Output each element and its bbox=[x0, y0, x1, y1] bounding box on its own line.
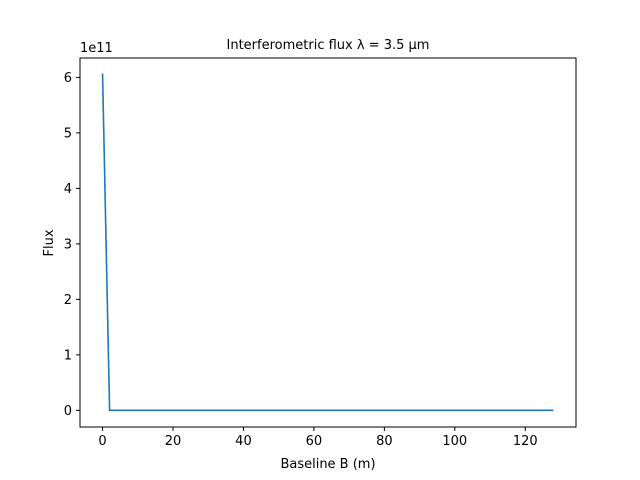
x-tick-label: 100 bbox=[442, 434, 467, 449]
y-axis-offset-label: 1e11 bbox=[80, 41, 113, 56]
x-tick-label: 80 bbox=[376, 434, 393, 449]
series-layer bbox=[101, 73, 554, 412]
y-tick-label: 4 bbox=[64, 182, 72, 197]
y-tick-label: 0 bbox=[64, 404, 72, 419]
y-tick-label: 5 bbox=[64, 126, 72, 141]
x-axis-label: Baseline B (m) bbox=[280, 457, 375, 472]
y-tick-label: 6 bbox=[64, 71, 72, 86]
series-line bbox=[101, 73, 554, 412]
x-tick-label: 0 bbox=[98, 434, 106, 449]
y-tick-label: 3 bbox=[64, 237, 72, 252]
y-axis-label: Flux bbox=[42, 229, 57, 256]
chart-title: Interferometric flux λ = 3.5 μm bbox=[227, 38, 430, 53]
y-tick-label: 2 bbox=[64, 293, 72, 308]
x-tick-label: 20 bbox=[165, 434, 182, 449]
x-tick-label: 60 bbox=[306, 434, 323, 449]
x-axis: 0 20 40 60 80 100 120 bbox=[98, 427, 538, 449]
x-tick-label: 120 bbox=[513, 434, 538, 449]
y-axis: 0 1 2 3 4 5 6 bbox=[64, 71, 80, 419]
plot-frame bbox=[79, 57, 577, 428]
x-tick-label: 40 bbox=[235, 434, 252, 449]
y-tick-label: 1 bbox=[64, 348, 72, 363]
